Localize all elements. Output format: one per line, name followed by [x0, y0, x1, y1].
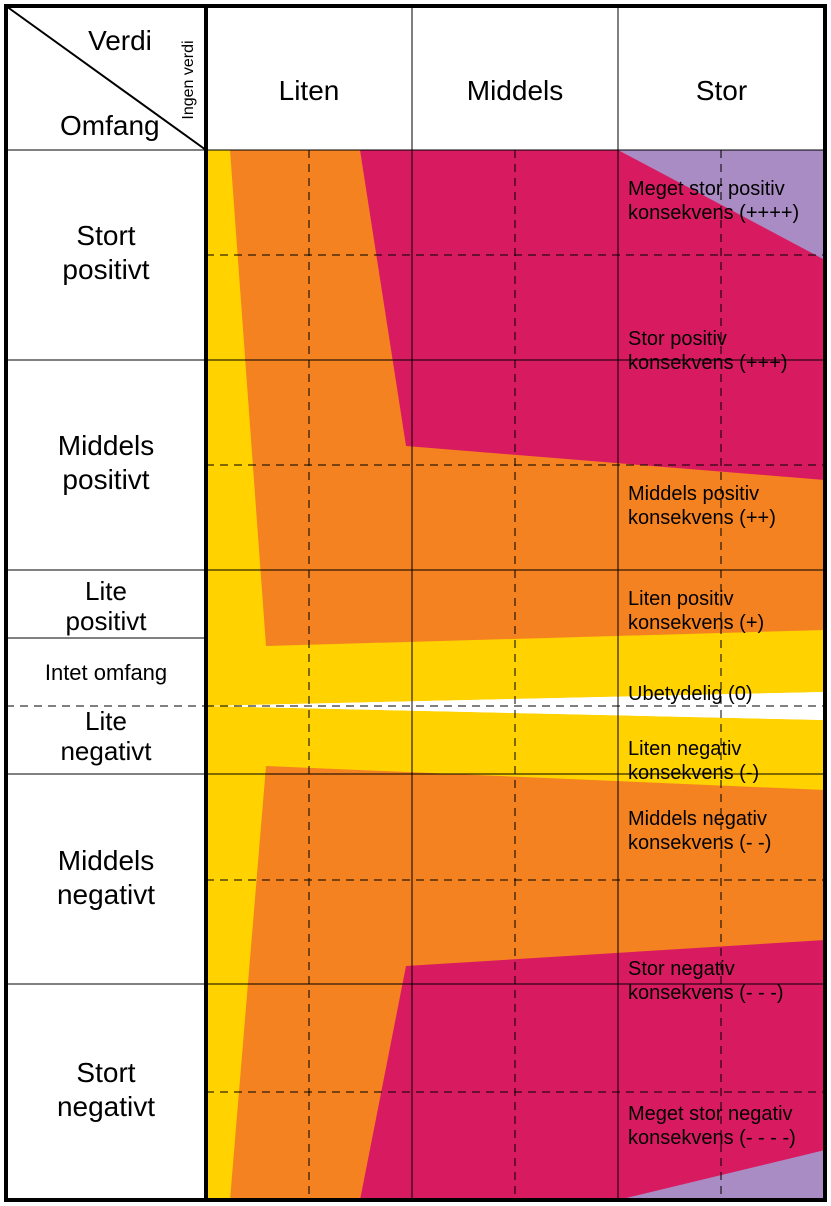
col-header: Stor: [696, 75, 747, 106]
header-ingen-verdi: Ingen verdi: [180, 40, 197, 119]
row-lite-negativt: Litenegativt: [60, 706, 152, 766]
header-verdi: Verdi: [88, 25, 152, 56]
header: Verdi Omfang Ingen verdi Liten Middels Stor: [6, 6, 747, 150]
anno-ubetydelig: Ubetydelig (0): [628, 683, 753, 705]
row-intet-omfang: Intet omfang: [45, 660, 167, 685]
row-lite-positivt: Litepositivt: [66, 576, 148, 636]
consequence-fan-diagram: Verdi Omfang Ingen verdi Liten Middels Stor St…: [0, 0, 831, 1206]
row-labels: Stortpositivt Middelspositivt Litepositivt…: [45, 220, 167, 1122]
row-stort-positivt: Stortpositivt: [62, 220, 149, 285]
header-omfang: Omfang: [60, 110, 160, 141]
diagram-svg: Verdi Omfang Ingen verdi Liten Middels Stor St…: [0, 0, 831, 1206]
col-header: Liten: [279, 75, 340, 106]
bot-magenta: [360, 940, 825, 1200]
row-middels-negativt: Middelsnegativt: [57, 845, 155, 910]
row-middels-positivt: Middelspositivt: [58, 430, 154, 495]
row-stort-negativt: Stortnegativt: [57, 1057, 155, 1122]
col-header: Middels: [467, 75, 563, 106]
